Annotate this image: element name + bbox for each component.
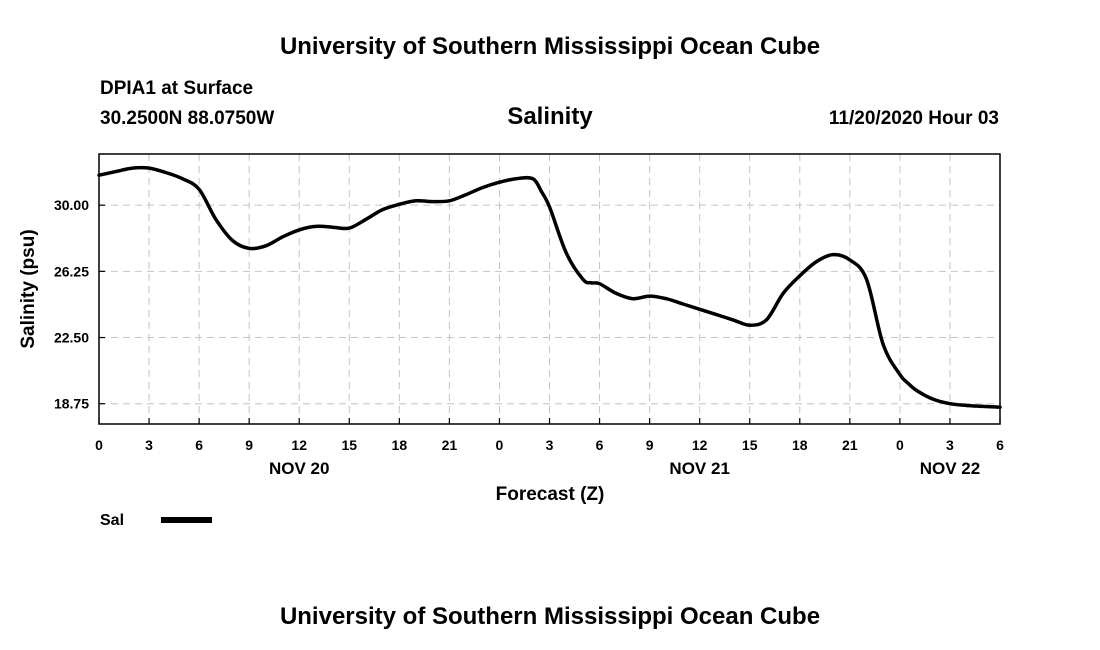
salinity-line (97, 165, 1002, 409)
x-tick-label: 12 (291, 437, 307, 453)
top-title: University of Southern Mississippi Ocean… (280, 33, 820, 60)
date-labels: NOV 20 NOV 21 NOV 22 (269, 459, 980, 478)
date-label: NOV 21 (669, 459, 729, 478)
date-label: NOV 20 (269, 459, 329, 478)
timestamp-label: 11/20/2020 Hour 03 (829, 108, 999, 129)
x-tick-label: 6 (596, 437, 604, 453)
x-tick-label: 15 (341, 437, 357, 453)
legend-label: Sal (100, 512, 124, 529)
x-tick-label: 9 (245, 437, 253, 453)
x-tick-label: 6 (996, 437, 1004, 453)
x-tick-label: 6 (195, 437, 203, 453)
x-tick-label: 3 (145, 437, 153, 453)
y-tick-label: 26.25 (54, 263, 89, 279)
x-axis-label: Forecast (Z) (496, 484, 605, 505)
x-tick-label: 21 (442, 437, 458, 453)
x-tick-label: 12 (692, 437, 708, 453)
x-tick-label: 18 (792, 437, 808, 453)
x-tick-label: 3 (946, 437, 954, 453)
x-tick-label: 18 (392, 437, 408, 453)
x-tick-label: 0 (896, 437, 904, 453)
tick-labels: 0 3 6 9 12 15 18 21 0 3 6 9 12 15 18 21 0 3 6 30.00 26.25 22.… (54, 197, 1004, 453)
y-tick-label: 22.50 (54, 330, 89, 346)
x-tick-label: 21 (842, 437, 858, 453)
axis-ticks (98, 204, 1001, 424)
bottom-title: University of Southern Mississippi Ocean… (280, 603, 820, 630)
chart-title: Salinity (507, 103, 593, 130)
grid-lines (99, 154, 1000, 424)
y-tick-label: 18.75 (54, 396, 89, 412)
coordinates-label: 30.2500N 88.0750W (100, 108, 274, 129)
x-tick-label: 0 (95, 437, 103, 453)
x-tick-label: 15 (742, 437, 758, 453)
x-tick-label: 0 (496, 437, 504, 453)
date-label: NOV 22 (920, 459, 980, 478)
legend-swatch (161, 517, 212, 523)
station-label: DPIA1 at Surface (100, 78, 253, 99)
x-tick-label: 9 (646, 437, 654, 453)
x-tick-label: 3 (546, 437, 554, 453)
data-series (97, 165, 1002, 409)
plot-frame (98, 153, 1001, 425)
y-axis-label: Salinity (psu) (18, 229, 39, 348)
y-tick-label: 30.00 (54, 197, 89, 213)
